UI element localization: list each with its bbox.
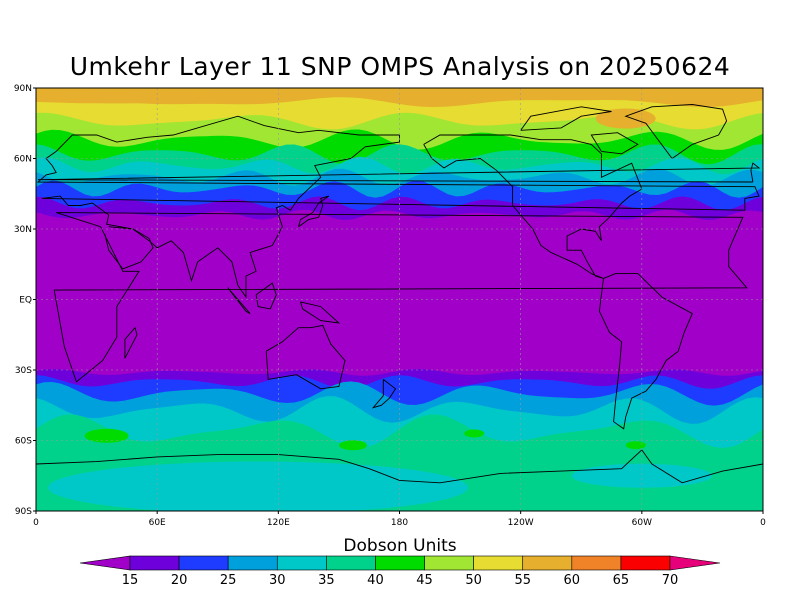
lat-tick-label: 90S <box>15 507 32 517</box>
coastline-segment <box>598 273 693 430</box>
coastline-segment <box>255 282 277 310</box>
coastline-segment <box>227 287 251 314</box>
graticule <box>36 88 763 511</box>
ozone-contour-fill <box>36 88 763 511</box>
coastline-segment <box>298 195 330 228</box>
colorbar-upper-arrow <box>669 555 721 571</box>
lon-tick-label: 60W <box>632 518 652 528</box>
colorbar-segment <box>522 555 573 571</box>
colorbar-title: Dobson Units <box>343 536 457 556</box>
colorbar-level-label: 55 <box>514 573 531 588</box>
colorbar-level-label: 30 <box>269 573 286 588</box>
lon-tick-label: 60E <box>149 518 166 528</box>
lat-tick-label: 30N <box>14 225 32 235</box>
colorbar-segment <box>178 555 229 571</box>
lat-tick-label: 30S <box>15 366 32 376</box>
coastline-segment <box>37 162 761 183</box>
contour-blob <box>84 428 129 443</box>
colorbar-segment <box>424 555 474 571</box>
contour-blob <box>595 108 656 129</box>
coastline-segment <box>371 379 397 409</box>
longitude-axis: 0 60E 120E 180 120W 60W 0 <box>33 511 766 528</box>
colorbar-level-label: 25 <box>220 573 237 588</box>
lon-tick-label: 180 <box>391 518 408 528</box>
coastline-segment <box>53 212 748 383</box>
coastline-segment <box>624 104 728 159</box>
coastline-segment <box>36 449 763 484</box>
colorbar-level-label: 60 <box>564 573 581 588</box>
lat-tick-label: 90N <box>14 84 32 94</box>
contour-blob <box>339 440 368 451</box>
lon-tick-label: 0 <box>33 518 39 528</box>
latitude-axis: 90N 60N 30N EQ 30S 60S 90S <box>14 84 36 517</box>
contour-blob <box>36 91 237 104</box>
coastline-segment <box>104 226 154 270</box>
lat-tick-label: 60S <box>15 437 32 447</box>
colorbar-segment <box>375 555 425 571</box>
map-title: Umkehr Layer 11 SNP OMPS Analysis on 202… <box>69 52 731 81</box>
coastlines <box>36 104 763 484</box>
colorbar-segment <box>571 555 622 571</box>
colorbar-level-label: 70 <box>662 573 679 588</box>
colorbar-segment <box>276 555 327 571</box>
colorbar-level-label: 65 <box>613 573 630 588</box>
contour-blob <box>625 441 646 450</box>
colorbar-lower-arrow <box>79 555 131 571</box>
colorbar-segment <box>227 555 278 571</box>
colorbar-segment <box>473 555 524 571</box>
colorbar: 15 20 25 30 35 40 45 50 55 60 65 70 <box>79 555 721 588</box>
coastline-segment <box>423 134 643 279</box>
coastline-segment <box>590 132 639 155</box>
contour-blob <box>48 461 469 511</box>
coastline-segment <box>300 301 341 324</box>
coastline-segment <box>124 326 138 359</box>
colorbar-level-label: 35 <box>318 573 335 588</box>
lat-tick-label: 60N <box>14 155 32 165</box>
coastline-segment <box>265 324 346 390</box>
lon-tick-label: 120E <box>267 518 290 528</box>
lat-tick-label: EQ <box>19 296 32 306</box>
colorbar-level-label: 50 <box>465 573 482 588</box>
colorbar-segment <box>620 555 671 571</box>
colorbar-level-label: 40 <box>367 573 384 588</box>
colorbar-level-label: 20 <box>171 573 188 588</box>
contour-blob <box>571 463 712 488</box>
colorbar-segment <box>326 555 376 571</box>
contour-blob <box>464 429 485 438</box>
colorbar-segment <box>129 555 180 571</box>
colorbar-level-label: 45 <box>416 573 433 588</box>
coastline-segment <box>520 106 612 131</box>
lon-tick-label: 120W <box>508 518 534 528</box>
lon-tick-label: 0 <box>760 518 766 528</box>
colorbar-level-label: 15 <box>122 573 139 588</box>
